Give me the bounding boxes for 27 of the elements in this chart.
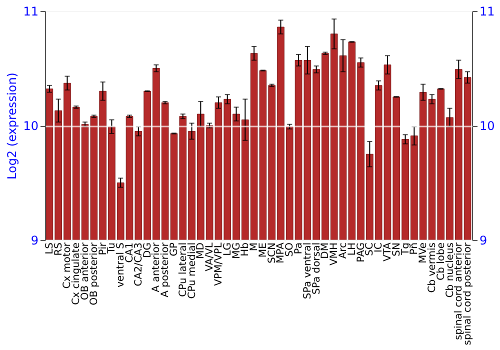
- x-tick-label: A posterior: [160, 242, 172, 298]
- x-tick-label: ME: [258, 242, 269, 258]
- y2-tick-label: 10: [480, 119, 495, 133]
- x-tick-label: SCN: [266, 242, 278, 264]
- x-tick-label: SN: [391, 242, 402, 256]
- y2-tick-label: 11: [480, 4, 495, 18]
- x-tick-label: VPM/VPL: [213, 242, 224, 286]
- x-tick-label: DG: [142, 242, 154, 258]
- x-tick-label: GP: [168, 242, 180, 256]
- y-tick-label: 9: [30, 234, 38, 248]
- x-tick-label: spinal cord posterior: [462, 242, 474, 346]
- x-tick-label: OB posterior: [88, 242, 100, 306]
- y-axis-title: Log2 (expression): [5, 72, 20, 180]
- x-tick-label: Cb lobe: [436, 242, 447, 280]
- y2-tick-label: 9: [480, 234, 488, 248]
- x-tick-label: SPa dorsal: [311, 242, 322, 294]
- x-tick-label: RS: [53, 242, 64, 256]
- x-tick-label: VTA: [382, 242, 394, 262]
- x-tick-label: LS: [44, 242, 56, 254]
- y-tick-label: 10: [23, 119, 38, 133]
- x-tick-label: CA2/CA3: [133, 242, 144, 286]
- x-tick-label: LH: [346, 242, 358, 256]
- x-tick-label: Pa: [294, 242, 305, 254]
- x-tick-label: LG: [222, 242, 234, 256]
- x-tick-label: MVe: [418, 242, 430, 264]
- y-tick-label: 11: [23, 4, 38, 18]
- x-tick-label: Tg: [400, 242, 412, 256]
